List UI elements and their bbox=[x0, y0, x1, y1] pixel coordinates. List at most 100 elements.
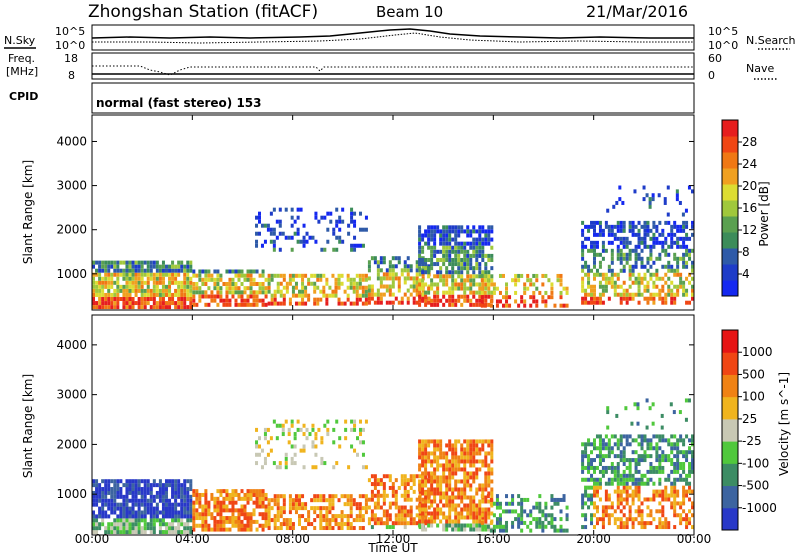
power-cell bbox=[164, 264, 168, 269]
velocity-cell bbox=[622, 513, 626, 518]
velocity-cell bbox=[258, 492, 262, 497]
power-cell bbox=[140, 280, 144, 285]
power-cell bbox=[498, 273, 502, 278]
velocity-cell bbox=[158, 479, 162, 484]
velocity-cell bbox=[326, 432, 330, 437]
velocity-cell bbox=[412, 489, 416, 494]
power-cell bbox=[595, 268, 599, 273]
power-cell bbox=[559, 290, 563, 295]
velocity-cell bbox=[625, 521, 629, 526]
velocity-cell bbox=[604, 505, 608, 510]
power-cell bbox=[192, 273, 196, 278]
velocity-cell bbox=[158, 530, 162, 535]
velocity-cell bbox=[463, 471, 467, 476]
velocity-cell bbox=[134, 487, 138, 492]
power-cell bbox=[424, 290, 428, 295]
velocity-cell bbox=[433, 487, 437, 492]
power-cell bbox=[457, 266, 461, 271]
power-cell bbox=[119, 272, 123, 277]
velocity-cell bbox=[243, 523, 247, 528]
power-cell bbox=[231, 286, 235, 291]
power-cell bbox=[454, 302, 458, 307]
velocity-cell bbox=[266, 427, 270, 432]
power-colorbar-swatch bbox=[722, 280, 738, 297]
power-cell bbox=[131, 288, 135, 293]
velocity-cell bbox=[625, 477, 629, 482]
velocity-cell bbox=[146, 479, 150, 484]
power-cell bbox=[457, 253, 461, 258]
power-cell bbox=[487, 253, 491, 258]
power-cell bbox=[421, 249, 425, 254]
power-cell bbox=[487, 294, 491, 299]
power-cell bbox=[584, 236, 588, 241]
power-cell bbox=[291, 285, 295, 290]
power-cell bbox=[195, 281, 199, 286]
power-cell bbox=[649, 272, 653, 277]
power-cell bbox=[418, 229, 422, 234]
power-cell bbox=[622, 288, 626, 293]
velocity-cell bbox=[679, 450, 683, 455]
power-cell bbox=[116, 292, 120, 297]
velocity-cell bbox=[478, 507, 482, 512]
velocity-cell bbox=[104, 514, 108, 519]
velocity-cell bbox=[346, 502, 350, 507]
power-cell bbox=[619, 296, 623, 301]
velocity-cell bbox=[349, 494, 353, 499]
power-cell bbox=[685, 220, 689, 225]
power-cell bbox=[649, 256, 653, 261]
velocity-cell bbox=[394, 513, 398, 518]
power-cell bbox=[361, 273, 365, 278]
velocity-cell bbox=[688, 465, 692, 470]
power-cell bbox=[469, 298, 473, 303]
velocity-cell bbox=[161, 483, 165, 488]
velocity-cell bbox=[466, 455, 470, 460]
velocity-cell bbox=[361, 494, 365, 499]
velocity-cell bbox=[661, 497, 665, 502]
velocity-cell bbox=[276, 518, 280, 523]
velocity-cell bbox=[261, 523, 265, 528]
power-cell bbox=[213, 286, 217, 291]
velocity-cell bbox=[676, 513, 680, 518]
power-cell bbox=[427, 245, 431, 250]
velocity-cell bbox=[484, 451, 488, 456]
velocity-cell bbox=[122, 483, 126, 488]
velocity-cell bbox=[457, 455, 461, 460]
power-cell bbox=[294, 301, 298, 306]
power-cell bbox=[313, 297, 317, 302]
power-cell bbox=[652, 300, 656, 305]
power-cell bbox=[651, 197, 655, 202]
power-cell bbox=[183, 264, 187, 269]
velocity-cell bbox=[637, 509, 641, 514]
power-cell bbox=[679, 244, 683, 249]
power-cell bbox=[287, 235, 291, 240]
velocity-cell bbox=[427, 471, 431, 476]
power-cell bbox=[122, 297, 126, 302]
velocity-cell bbox=[225, 516, 229, 521]
power-cell bbox=[676, 272, 680, 277]
power-cell bbox=[128, 276, 132, 281]
power-cell bbox=[189, 280, 193, 285]
velocity-cell bbox=[418, 463, 422, 468]
velocity-cell bbox=[267, 510, 271, 515]
power-cell bbox=[581, 228, 585, 233]
power-cell bbox=[155, 292, 159, 297]
power-cell bbox=[550, 295, 554, 300]
power-cell bbox=[350, 207, 354, 212]
velocity-cell bbox=[101, 487, 105, 492]
velocity-cell bbox=[361, 514, 365, 519]
velocity-cell bbox=[445, 451, 449, 456]
velocity-cell bbox=[171, 487, 175, 492]
velocity-cell bbox=[490, 471, 494, 476]
power-cell bbox=[658, 220, 662, 225]
velocity-colorbar-swatch bbox=[722, 396, 738, 420]
power-cell bbox=[607, 296, 611, 301]
velocity-cell bbox=[424, 471, 428, 476]
velocity-cell bbox=[676, 489, 680, 494]
power-cell bbox=[439, 229, 443, 234]
velocity-cell bbox=[427, 479, 431, 484]
velocity-cell bbox=[358, 526, 362, 531]
velocity-cell bbox=[454, 495, 458, 500]
velocity-cell bbox=[373, 493, 377, 498]
velocity-cell bbox=[439, 479, 443, 484]
power-cell bbox=[110, 280, 114, 285]
